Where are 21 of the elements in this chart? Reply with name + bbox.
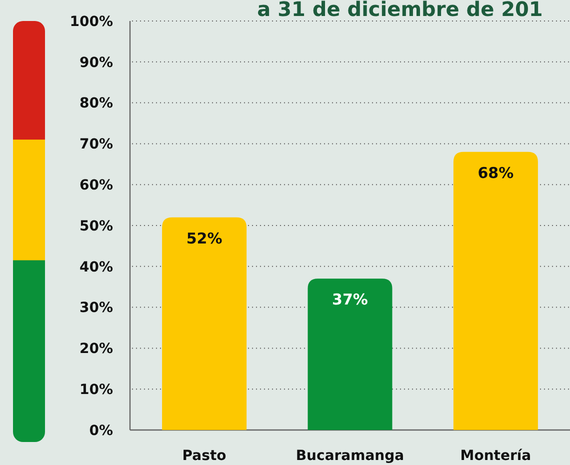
- x-tick-label: Pasto: [182, 448, 227, 464]
- y-tick-label: 70%: [79, 136, 113, 153]
- bar: [453, 152, 538, 430]
- y-tick-label: 0%: [89, 422, 113, 439]
- y-tick-label: 50%: [79, 218, 113, 234]
- y-tick-label: 90%: [79, 54, 113, 71]
- data-label: 37%: [332, 290, 368, 309]
- y-tick-label: 100%: [70, 14, 113, 30]
- bar: [162, 217, 247, 430]
- x-tick-label: Bucaramanga: [296, 448, 404, 464]
- y-tick-label: 60%: [79, 178, 113, 194]
- data-label: 68%: [478, 164, 514, 182]
- chart-title: a 31 de diciembre de 201: [257, 0, 543, 21]
- y-tick-label: 10%: [79, 382, 113, 398]
- y-tick-label: 40%: [79, 259, 113, 276]
- bar: [308, 278, 392, 430]
- x-tick-label: Montería: [460, 448, 532, 464]
- y-tick-label: 20%: [79, 341, 113, 358]
- data-label: 52%: [186, 229, 222, 248]
- y-tick-label: 80%: [79, 96, 113, 112]
- y-tick-label: 30%: [79, 300, 113, 316]
